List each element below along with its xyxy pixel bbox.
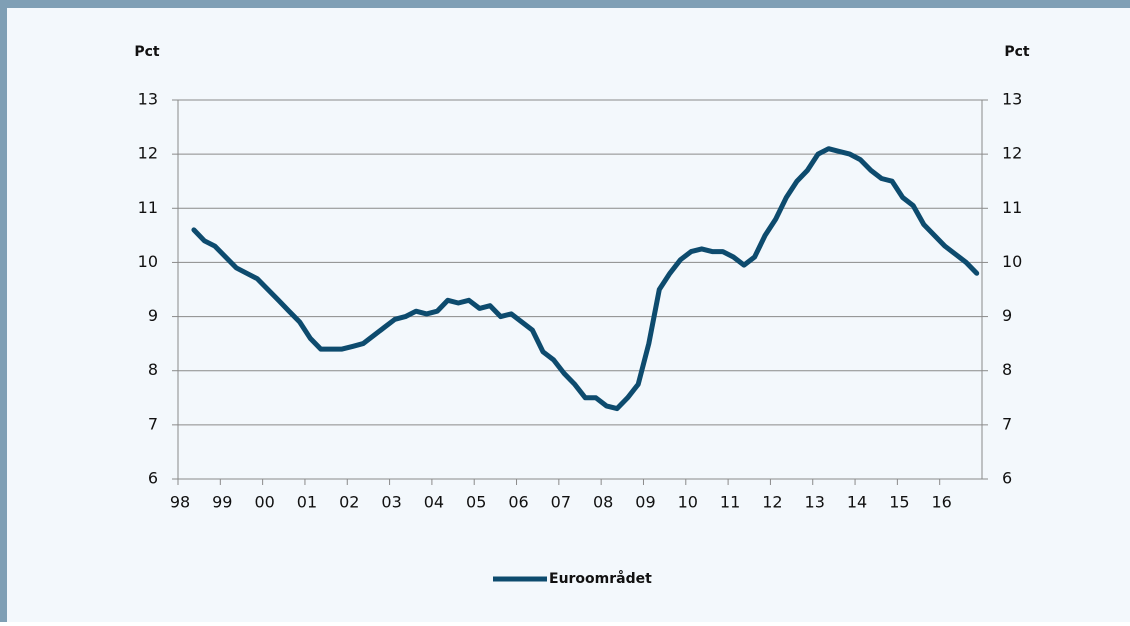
x-tick-label: 02	[339, 493, 359, 512]
side-bar	[0, 0, 7, 622]
x-tick-label: 15	[889, 493, 909, 512]
x-tick-label: 07	[551, 493, 571, 512]
x-tick-label: 04	[424, 493, 444, 512]
legend-label: Euroområdet	[549, 570, 652, 587]
y-tick-label: 9	[148, 306, 158, 325]
y-axis-label: Pct	[134, 44, 160, 60]
x-tick-label: 08	[593, 493, 613, 512]
x-tick-label: 10	[678, 493, 698, 512]
x-tick-label: 99	[212, 493, 232, 512]
y2-tick-label: 8	[1002, 360, 1012, 379]
x-tick-label: 06	[508, 493, 528, 512]
y2-tick-label: 13	[1002, 90, 1022, 109]
y2-axis-label: Pct	[1004, 44, 1030, 60]
line	[191, 146, 980, 412]
y2-tick-label: 7	[1002, 414, 1012, 433]
x-tick-label: 13	[805, 493, 825, 512]
y2-tick-label: 9	[1002, 306, 1012, 325]
y2-tick-label: 6	[1002, 469, 1012, 488]
header-bar	[0, 0, 1130, 8]
x-tick-label: 16	[932, 493, 952, 512]
x-tick-label: 09	[635, 493, 655, 512]
y-tick-label: 7	[148, 414, 158, 433]
y-tick-label: 13	[138, 90, 158, 109]
y2-tick-label: 11	[1002, 198, 1022, 217]
x-tick-label: 03	[381, 493, 401, 512]
x-tick-label: 12	[762, 493, 782, 512]
y2-tick-label: 10	[1002, 252, 1022, 271]
y-tick-label: 8	[148, 360, 158, 379]
x-tick-label: 98	[170, 493, 190, 512]
x-tick-label: 14	[847, 493, 867, 512]
x-tick-label: 05	[466, 493, 486, 512]
y-tick-label: 10	[138, 252, 158, 271]
y-tick-label: 12	[138, 144, 158, 163]
x-tick-label: 00	[254, 493, 274, 512]
x-tick-label: 11	[720, 493, 740, 512]
y-tick-label: 6	[148, 469, 158, 488]
y-tick-label: 11	[138, 198, 158, 217]
x-tick-label: 01	[297, 493, 317, 512]
y2-tick-label: 12	[1002, 144, 1022, 163]
